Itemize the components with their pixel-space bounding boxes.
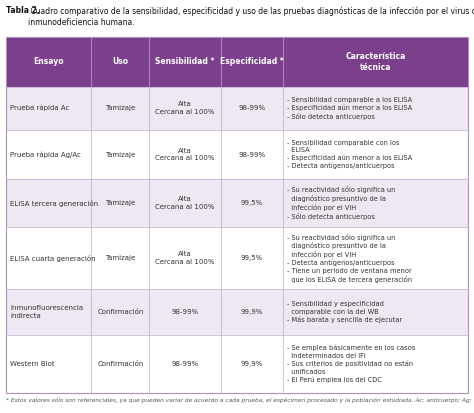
Bar <box>221 227 283 290</box>
Bar <box>221 335 283 393</box>
Text: ELISA cuarta generación: ELISA cuarta generación <box>10 255 96 262</box>
Text: Especificidad *: Especificidad * <box>220 57 284 66</box>
Bar <box>91 37 149 87</box>
Text: Cuadro comparativo de la sensibilidad, especificidad y uso de las pruebas diagnó: Cuadro comparativo de la sensibilidad, e… <box>28 6 474 26</box>
Text: ELISA tercera generación: ELISA tercera generación <box>10 199 98 206</box>
Text: - Sensibilidad comparable a los ELISA
- Especificidad aún menor a los ELISA
- Só: - Sensibilidad comparable a los ELISA - … <box>287 97 412 120</box>
Text: Alta
Cercana al 100%: Alta Cercana al 100% <box>155 102 215 115</box>
Bar <box>6 37 468 393</box>
Text: 99,5%: 99,5% <box>241 255 263 261</box>
Text: 98-99%: 98-99% <box>238 105 265 111</box>
Bar <box>91 87 149 130</box>
Text: - Su reactividad sólo significa un
  diagnóstico presuntivo de la
  infección po: - Su reactividad sólo significa un diagn… <box>287 186 396 220</box>
Text: Tamizaje: Tamizaje <box>105 152 136 158</box>
Bar <box>283 87 468 130</box>
Text: Alta
Cercana al 100%: Alta Cercana al 100% <box>155 148 215 161</box>
Text: Tamizaje: Tamizaje <box>105 255 136 261</box>
Bar <box>149 87 221 130</box>
Text: - Su reactividad sólo significa un
  diagnóstico presuntivo de la
  infección po: - Su reactividad sólo significa un diagn… <box>287 234 412 282</box>
Text: Western Blot: Western Blot <box>10 361 55 367</box>
Text: 98-99%: 98-99% <box>172 309 199 315</box>
Bar <box>283 130 468 179</box>
Text: Confirmación: Confirmación <box>97 309 144 315</box>
Text: - Sensibilidad comparable con los
  ELISA
- Especificidad aún menor a los ELISA
: - Sensibilidad comparable con los ELISA … <box>287 140 412 169</box>
Text: Prueba rápida Ac: Prueba rápida Ac <box>10 105 69 112</box>
Bar <box>221 130 283 179</box>
Bar <box>221 87 283 130</box>
Bar <box>91 179 149 227</box>
Bar <box>6 227 91 290</box>
Text: - Sensibilidad y especificidad
  comparable con la del WB
- Más barata y sencill: - Sensibilidad y especificidad comparabl… <box>287 301 402 323</box>
Text: Confirmación: Confirmación <box>97 361 144 367</box>
Bar <box>283 335 468 393</box>
Text: 99,5%: 99,5% <box>241 200 263 206</box>
Text: Tamizaje: Tamizaje <box>105 105 136 111</box>
Bar <box>221 290 283 335</box>
Bar <box>6 130 91 179</box>
Bar <box>149 179 221 227</box>
Bar <box>6 37 91 87</box>
Text: Alta
Cercana al 100%: Alta Cercana al 100% <box>155 197 215 210</box>
Text: Uso: Uso <box>112 57 128 66</box>
Text: 99,9%: 99,9% <box>241 309 263 315</box>
Bar <box>149 227 221 290</box>
Text: Alta
Cercana al 100%: Alta Cercana al 100% <box>155 252 215 265</box>
Bar <box>91 290 149 335</box>
Bar <box>283 179 468 227</box>
Text: 99,9%: 99,9% <box>241 361 263 367</box>
Bar <box>6 335 91 393</box>
Text: Ensayo: Ensayo <box>34 57 64 66</box>
Bar <box>221 37 283 87</box>
Bar <box>91 227 149 290</box>
Text: 98-99%: 98-99% <box>172 361 199 367</box>
Text: - Se emplea básicamente en los casos
  Indeterminados del IFI
- Sus criterios de: - Se emplea básicamente en los casos Ind… <box>287 345 415 383</box>
Text: Prueba rápida Ag/Ac: Prueba rápida Ag/Ac <box>10 151 81 158</box>
Bar <box>283 290 468 335</box>
Bar <box>149 130 221 179</box>
Bar <box>149 290 221 335</box>
Text: Tabla 2.: Tabla 2. <box>6 6 40 15</box>
Bar <box>91 335 149 393</box>
Bar <box>6 179 91 227</box>
Text: Inmunofluorescencia
indirecta: Inmunofluorescencia indirecta <box>10 305 83 319</box>
Bar <box>91 130 149 179</box>
Bar <box>6 87 91 130</box>
Text: Característica
técnica: Característica técnica <box>346 52 406 72</box>
Text: Sensibilidad *: Sensibilidad * <box>155 57 215 66</box>
Bar <box>283 227 468 290</box>
Bar <box>283 37 468 87</box>
Text: Tamizaje: Tamizaje <box>105 200 136 206</box>
Bar <box>149 335 221 393</box>
Bar <box>6 290 91 335</box>
Bar <box>221 179 283 227</box>
Text: 98-99%: 98-99% <box>238 152 265 158</box>
Bar <box>149 37 221 87</box>
Text: * Estos valores sólo son referenciales, ya que pueden variar de acuerdo a cada p: * Estos valores sólo son referenciales, … <box>6 397 474 403</box>
